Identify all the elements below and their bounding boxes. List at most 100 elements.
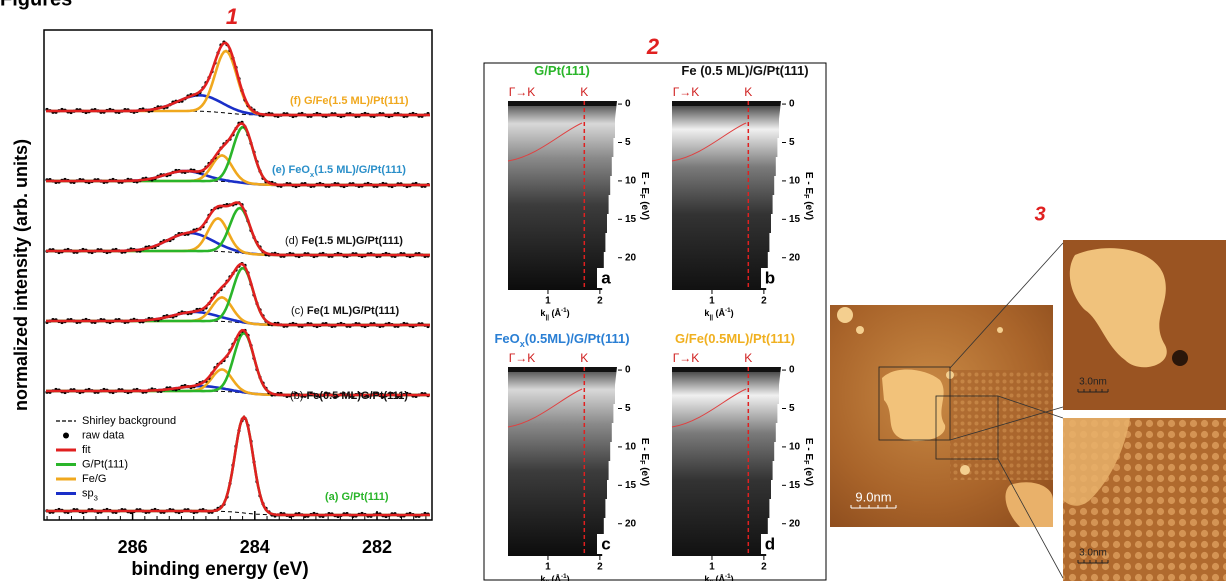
energy-axis-label: E - EF (eV) — [802, 438, 815, 486]
e-tick-label: 20 — [625, 518, 637, 529]
arpes-top — [508, 101, 617, 106]
e-tick-label: 10 — [789, 176, 801, 187]
k-point-label: K — [744, 85, 752, 99]
energy-axis-label: E - EF (eV) — [802, 172, 815, 220]
k-tick-label: 1 — [545, 296, 551, 307]
arpes-title: Fe (0.5 ML)/G/Pt(111) — [681, 63, 808, 78]
legend-label: G/Pt(111) — [82, 458, 128, 470]
k-tick-label: 2 — [761, 296, 767, 307]
e-tick-label: 0 — [625, 365, 631, 376]
x-tick-label: 282 — [362, 537, 392, 557]
text-part: (eV) — [639, 464, 650, 486]
text-part: ) — [567, 574, 570, 581]
legend-label: raw data — [82, 429, 125, 441]
text-part: G/Pt(111) — [82, 458, 128, 470]
k-axis-label: k|| (Å-1) — [540, 307, 569, 321]
text-part: sp — [82, 487, 94, 499]
k-axis-label: k|| (Å-1) — [704, 573, 733, 581]
text-part: (f) G/Fe(1.5 ML)/Pt(111) — [290, 95, 409, 107]
text-part: (Å — [549, 574, 561, 581]
e-tick-label: 10 — [625, 176, 637, 187]
e-tick-label: 0 — [789, 365, 795, 376]
text-part: (1.5 ML)/G/Pt(111) — [314, 164, 406, 176]
e-tick-label: 0 — [625, 99, 631, 110]
arpes-image — [508, 367, 617, 556]
text-part: ) — [567, 308, 570, 318]
panel-number: 3 — [1034, 203, 1045, 225]
k-tick-label: 2 — [597, 562, 603, 573]
text-part: E - E — [639, 438, 650, 461]
text-part: E - E — [803, 438, 814, 461]
y-axis-label: normalized intensity (arb. units) — [11, 139, 31, 411]
e-tick-label: 10 — [789, 442, 801, 453]
panel-number: 2 — [646, 34, 660, 59]
text-part: (c) — [291, 305, 307, 317]
spectrum-label: (d) Fe(1.5 ML)G/Pt(111) — [285, 235, 403, 247]
panel-letter: b — [765, 268, 775, 287]
k-axis-label: k|| (Å-1) — [704, 307, 733, 321]
text-part: ) — [731, 574, 734, 581]
text-part: (0.5ML)/G/Pt(111) — [525, 331, 630, 346]
arpes-image — [508, 101, 617, 290]
text-part: (d) — [285, 235, 302, 247]
scale-bar-label: 3.0nm — [1079, 377, 1107, 388]
text-part: E - E — [803, 172, 814, 195]
arpes-top — [672, 367, 781, 372]
k-point-label: K — [744, 351, 752, 365]
x-tick-label: 284 — [240, 537, 270, 557]
spectrum-label: (f) G/Fe(1.5 ML)/Pt(111) — [290, 95, 409, 107]
text-part: (eV) — [803, 464, 814, 486]
legend-label: Shirley background — [82, 415, 176, 427]
stm-particle — [1172, 350, 1188, 366]
k-tick-label: 1 — [709, 562, 715, 573]
stm-particle — [997, 327, 1003, 333]
stm-particle — [856, 326, 864, 334]
text-part: raw data — [82, 429, 125, 441]
k-point-label: K — [580, 85, 588, 99]
k-tick-label: 1 — [545, 562, 551, 573]
text-part: Shirley background — [82, 415, 176, 427]
text-part: (Å — [713, 574, 725, 581]
e-tick-label: 5 — [789, 403, 795, 414]
legend-label: Fe/G — [82, 473, 106, 485]
text-part: G/Pt(111) — [534, 63, 590, 78]
text-part: G/Fe(0.5ML)/Pt(111) — [675, 331, 795, 346]
e-tick-label: 15 — [625, 480, 637, 491]
text-part: Fe(1.5 ML)G/Pt(111) — [302, 235, 404, 247]
text-part: E - E — [639, 172, 650, 195]
e-tick-label: 15 — [625, 214, 637, 225]
direction-label: Γ→K — [673, 85, 700, 99]
x-axis-label: binding energy (eV) — [131, 559, 308, 580]
e-tick-label: 20 — [789, 252, 801, 263]
panel-letter: d — [765, 534, 775, 553]
text-part: ) — [731, 308, 734, 318]
e-tick-label: 10 — [625, 442, 637, 453]
panel-letter: c — [601, 534, 610, 553]
e-tick-label: 15 — [789, 480, 801, 491]
arpes-image — [672, 367, 781, 556]
direction-label: Γ→K — [673, 351, 700, 365]
spectrum-label: (b) Fe(0.5 ML)G/Pt(111) — [290, 390, 408, 402]
e-tick-label: 15 — [789, 214, 801, 225]
arpes-top — [672, 101, 781, 106]
text-part: (a) G/Pt(111) — [325, 491, 389, 503]
spectrum-label: (c) Fe(1 ML)G/Pt(111) — [291, 305, 400, 317]
text-part: fit — [82, 444, 91, 456]
text-part: Fe/G — [82, 473, 106, 485]
panel-number: 1 — [226, 4, 238, 29]
text-part: (b) — [290, 390, 307, 402]
e-tick-label: 5 — [625, 403, 631, 414]
panel-letter: a — [601, 268, 611, 287]
k-tick-label: 2 — [597, 296, 603, 307]
text-part: 3 — [94, 493, 98, 502]
text-part: (eV) — [639, 198, 650, 220]
e-tick-label: 5 — [789, 137, 795, 148]
arpes-title: G/Fe(0.5ML)/Pt(111) — [675, 331, 795, 346]
arpes-image — [672, 101, 781, 290]
legend-label: fit — [82, 444, 91, 456]
k-point-label: K — [580, 351, 588, 365]
arpes-top — [508, 367, 617, 372]
stm-particle — [960, 465, 970, 475]
arpes-title: FeOx(0.5ML)/G/Pt(111) — [494, 331, 629, 349]
text-part: Fe(0.5 ML)G/Pt(111) — [307, 390, 409, 402]
